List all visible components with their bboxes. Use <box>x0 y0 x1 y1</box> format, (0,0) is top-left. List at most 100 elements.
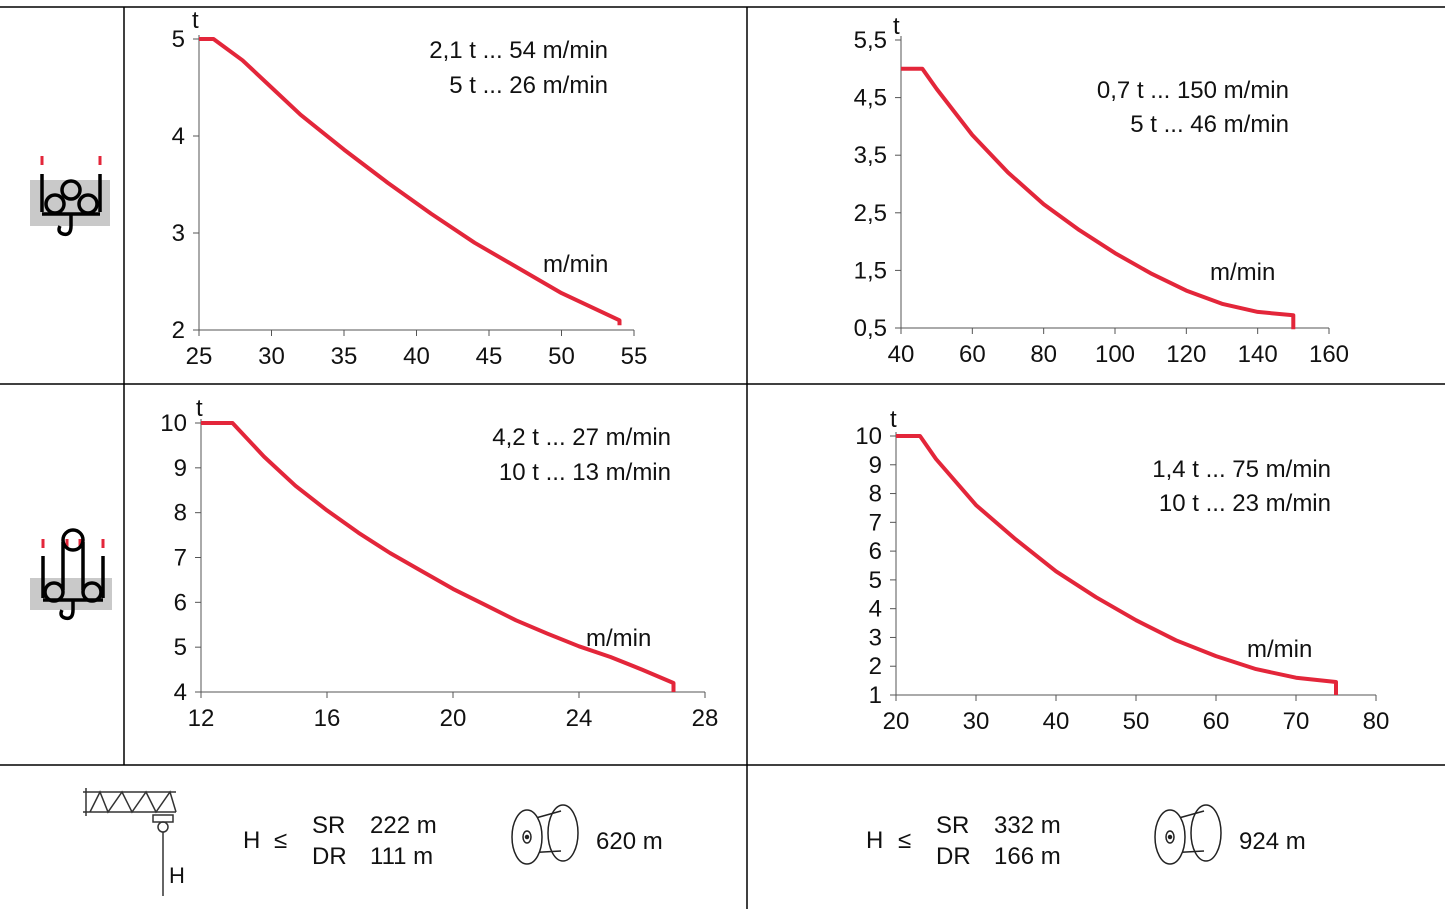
y-tick-label: 4 <box>174 679 187 706</box>
x-tick-label: 160 <box>1309 341 1349 368</box>
y-tick-label: 0,5 <box>854 315 887 342</box>
x-tick-label: 35 <box>331 343 358 370</box>
x-tick-label: 100 <box>1095 341 1135 368</box>
x-tick-label: 140 <box>1238 341 1278 368</box>
y-tick-label: 5 <box>869 567 882 594</box>
y-tick-label: 5 <box>174 634 187 661</box>
y-tick-label: 6 <box>174 589 187 616</box>
double-reeving-height: 166 m <box>994 843 1061 870</box>
x-tick-label: 40 <box>403 343 430 370</box>
y-tick-label: 3,5 <box>854 142 887 169</box>
y-tick-label: 8 <box>869 481 882 508</box>
crane-jib-icon <box>83 788 177 896</box>
double-reeving-label: DR <box>936 843 971 870</box>
x-axis-label: m/min <box>1247 636 1312 663</box>
double-reeving-height: 111 m <box>370 843 433 870</box>
x-tick-label: 20 <box>440 705 467 732</box>
single-reeving-label: SR <box>312 812 345 839</box>
chart-single-reeving-fast: 40 60 80 100 120 140 160 0,5 1,5 2,5 3,5 4,5 5,5t m/m… <box>854 13 1349 368</box>
y-tick-label: 2 <box>869 653 882 680</box>
x-tick-label: 60 <box>1203 708 1230 735</box>
double-reeving-hook-icon <box>30 528 112 621</box>
drum-rope-length: 620 m <box>596 828 663 855</box>
y-tick-label: 4,5 <box>854 85 887 112</box>
hook-height-symbol: H <box>243 827 260 854</box>
rope-drum-icon <box>511 804 579 865</box>
x-tick-label: 24 <box>566 705 593 732</box>
y-tick-label: 9 <box>869 452 882 479</box>
crane-height-label: H <box>169 863 185 888</box>
hook-block-outline <box>40 174 102 237</box>
x-tick-label: 50 <box>1123 708 1150 735</box>
less-equal-symbol: ≤ <box>898 827 911 854</box>
table-grid <box>0 6 1445 909</box>
y-tick-label: 7 <box>174 545 187 572</box>
load-speed-annotation: 0,7 t ... 150 m/min <box>1097 77 1289 104</box>
x-tick-label: 80 <box>1363 708 1390 735</box>
y-tick-label: 3 <box>869 624 882 651</box>
x-tick-label: 120 <box>1166 341 1206 368</box>
hook-height-symbol: H <box>866 827 883 854</box>
y-tick-label: 5,5 <box>854 27 887 54</box>
y-axis-label: t <box>192 7 199 34</box>
x-axis-label: m/min <box>1210 259 1275 286</box>
x-tick-label: 25 <box>186 343 213 370</box>
load-speed-annotation: 10 t ... 23 m/min <box>1159 490 1331 517</box>
y-tick-label: 8 <box>174 500 187 527</box>
rope-drum-icon <box>1154 804 1222 865</box>
x-axis-label: m/min <box>543 251 608 278</box>
y-axis-label: t <box>890 406 897 433</box>
footer-left-hook-height: H ≤ SR 222 m DR 111 m <box>243 812 437 870</box>
x-tick-label: 45 <box>476 343 503 370</box>
x-tick-label: 20 <box>883 708 910 735</box>
y-tick-label: 3 <box>172 220 185 247</box>
load-curve <box>896 434 1338 695</box>
single-reeving-height: 222 m <box>370 812 437 839</box>
y-tick-label: 5 <box>172 26 185 53</box>
x-tick-label: 30 <box>963 708 990 735</box>
footer-right-hook-height: H ≤ SR 332 m DR 166 m <box>866 812 1061 870</box>
load-curve <box>199 37 622 326</box>
x-tick-label: 50 <box>548 343 575 370</box>
load-curve <box>901 66 1296 330</box>
load-speed-annotation: 10 t ... 13 m/min <box>499 459 671 486</box>
chart-double-reeving-slow: 12 16 20 24 28 4 5 6 7 8 9 10 t m/min 4,2 t ... 27 m/m… <box>160 395 718 732</box>
single-reeving-hook-icon <box>30 156 110 237</box>
x-tick-label: 16 <box>314 705 341 732</box>
y-tick-label: 4 <box>869 596 882 623</box>
x-tick-label: 70 <box>1283 708 1310 735</box>
x-tick-label: 40 <box>1043 708 1070 735</box>
x-tick-label: 12 <box>188 705 215 732</box>
y-tick-label: 6 <box>869 538 882 565</box>
y-tick-label: 4 <box>172 123 185 150</box>
y-tick-label: 10 <box>855 423 882 450</box>
y-axis-label: t <box>893 13 900 40</box>
x-tick-label: 55 <box>621 343 648 370</box>
y-tick-label: 1,5 <box>854 257 887 284</box>
load-speed-annotation: 5 t ... 26 m/min <box>449 72 608 99</box>
y-tick-label: 2,5 <box>854 200 887 227</box>
x-tick-label: 60 <box>959 341 986 368</box>
x-axis-label: m/min <box>586 625 651 652</box>
x-tick-label: 80 <box>1030 341 1057 368</box>
load-speed-annotation: 2,1 t ... 54 m/min <box>429 37 608 64</box>
single-reeving-height: 332 m <box>994 812 1061 839</box>
x-tick-label: 28 <box>692 705 719 732</box>
x-tick-label: 40 <box>888 341 915 368</box>
y-tick-label: 1 <box>869 682 882 709</box>
load-speed-annotation: 1,4 t ... 75 m/min <box>1152 456 1331 483</box>
load-curve <box>201 421 676 692</box>
load-speed-annotation: 5 t ... 46 m/min <box>1130 111 1289 138</box>
drum-rope-length: 924 m <box>1239 828 1306 855</box>
y-tick-label: 7 <box>869 509 882 536</box>
hook-block-outline <box>41 528 105 621</box>
x-tick-label: 30 <box>258 343 285 370</box>
y-tick-label: 2 <box>172 317 185 344</box>
double-reeving-label: DR <box>312 843 347 870</box>
less-equal-symbol: ≤ <box>274 827 287 854</box>
y-tick-label: 9 <box>174 455 187 482</box>
